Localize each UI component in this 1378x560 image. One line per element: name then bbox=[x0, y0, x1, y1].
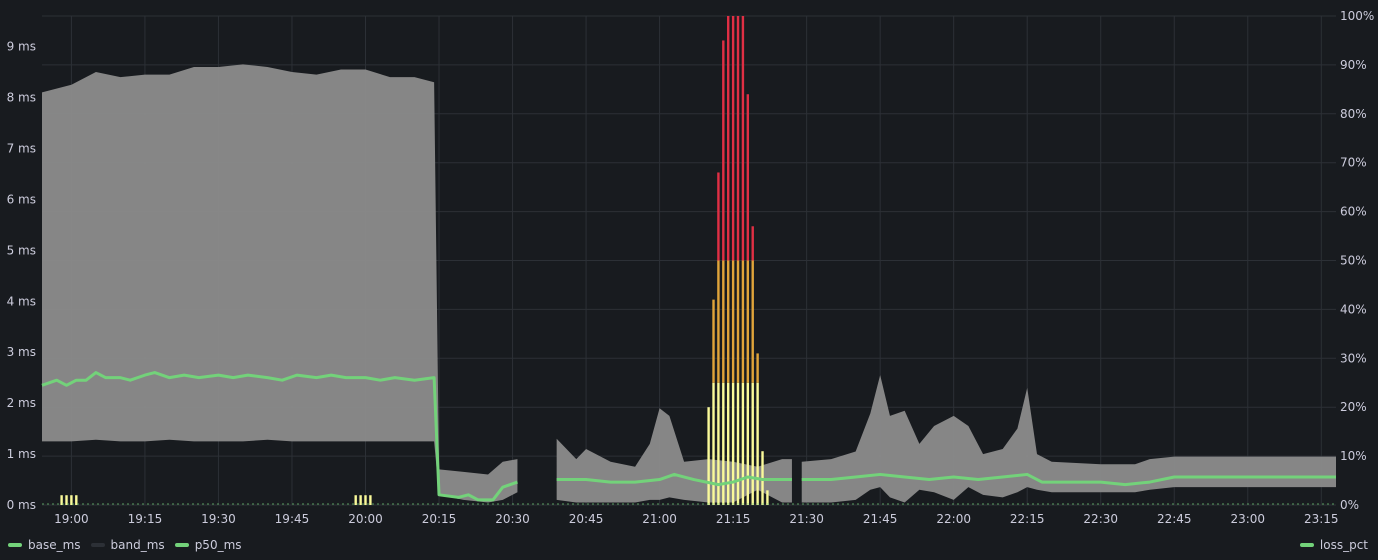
loss-bar bbox=[741, 260, 745, 383]
loss-bar bbox=[364, 495, 367, 505]
y-right-tick-label: 70% bbox=[1340, 156, 1367, 170]
band-area bbox=[801, 375, 1336, 503]
loss-bar bbox=[751, 226, 754, 261]
y-left-tick-label: 7 ms bbox=[7, 141, 36, 155]
legend-label-p50-ms: p50_ms bbox=[194, 538, 242, 552]
loss-bar bbox=[722, 40, 725, 261]
loss-bar bbox=[717, 382, 720, 505]
loss-bar bbox=[727, 16, 730, 261]
y-right-tick-label: 100% bbox=[1340, 9, 1374, 23]
y-right-tick-label: 90% bbox=[1340, 58, 1367, 72]
y-right-tick-label: 50% bbox=[1340, 254, 1367, 268]
latency-loss-chart: 19:00 19:15 19:30 19:45 20:00 20:15 20:30 20:45… bbox=[7, 9, 1375, 526]
legend-item-p50-ms[interactable]: p50_ms bbox=[174, 538, 242, 552]
y-left-tick-label: 5 ms bbox=[7, 243, 36, 257]
legend-item-band-ms[interactable]: band_ms bbox=[90, 538, 165, 552]
legend-right: loss_pct bbox=[1299, 536, 1368, 554]
loss-bar bbox=[751, 260, 754, 383]
legend-label-loss-pct: loss_pct bbox=[1319, 538, 1368, 552]
loss-bar bbox=[741, 382, 745, 505]
legend-swatch-band-ms bbox=[90, 543, 105, 547]
loss-bar bbox=[731, 260, 735, 383]
x-tick-label: 22:45 bbox=[1157, 512, 1192, 526]
loss-bar bbox=[722, 260, 725, 383]
legend-item-base-ms[interactable]: base_ms bbox=[8, 538, 81, 552]
x-tick-label: 23:15 bbox=[1304, 512, 1339, 526]
loss-bar bbox=[727, 382, 730, 505]
legend-label-base-ms: base_ms bbox=[28, 538, 81, 552]
y-left-tick-label: 2 ms bbox=[7, 396, 36, 410]
y-left-tick-label: 4 ms bbox=[7, 294, 36, 308]
p50-line bbox=[556, 472, 792, 487]
loss-bar bbox=[722, 382, 725, 505]
p50-line bbox=[41, 371, 518, 502]
x-tick-label: 19:30 bbox=[201, 512, 236, 526]
band-area bbox=[42, 64, 518, 503]
x-tick-label: 19:15 bbox=[128, 512, 163, 526]
y-left-tick-label: 3 ms bbox=[7, 345, 36, 359]
x-tick-label: 21:00 bbox=[642, 512, 677, 526]
loss-bar bbox=[736, 16, 740, 261]
y-left-tick-label: 8 ms bbox=[7, 91, 36, 105]
loss-bar bbox=[746, 94, 750, 261]
y-right-tick-label: 30% bbox=[1340, 351, 1367, 365]
y-right-tick-label: 20% bbox=[1340, 400, 1367, 414]
loss-bar bbox=[369, 495, 372, 505]
legend-item-loss-pct[interactable]: loss_pct bbox=[1299, 538, 1368, 552]
loss-bar bbox=[359, 495, 362, 505]
loss-bar bbox=[707, 407, 710, 505]
loss-bar bbox=[354, 495, 357, 505]
loss-bar bbox=[746, 382, 750, 505]
loss-bar bbox=[741, 16, 745, 261]
x-tick-label: 20:30 bbox=[495, 512, 530, 526]
loss-bar bbox=[60, 495, 63, 505]
loss-bar bbox=[766, 490, 769, 505]
loss-bar bbox=[717, 172, 720, 261]
x-tick-label: 21:30 bbox=[789, 512, 824, 526]
loss-bar bbox=[751, 382, 754, 505]
loss-bar bbox=[731, 16, 735, 261]
loss-bar bbox=[756, 353, 759, 383]
y-left-tick-label: 0 ms bbox=[7, 498, 36, 512]
y-right-tick-label: 80% bbox=[1340, 107, 1367, 121]
loss-bar bbox=[731, 382, 735, 505]
legend-swatch-loss-pct bbox=[1299, 543, 1314, 547]
x-tick-label: 21:15 bbox=[716, 512, 751, 526]
x-tick-label: 21:45 bbox=[863, 512, 898, 526]
x-tick-label: 22:30 bbox=[1083, 512, 1118, 526]
loss-bar bbox=[736, 382, 740, 505]
y-right-tick-label: 10% bbox=[1340, 449, 1367, 463]
x-tick-label: 20:15 bbox=[422, 512, 457, 526]
y-left-tick-label: 1 ms bbox=[7, 447, 36, 461]
x-tick-label: 19:00 bbox=[54, 512, 89, 526]
loss-bar bbox=[746, 260, 750, 383]
y-right-tick-label: 40% bbox=[1340, 302, 1367, 316]
loss-bar bbox=[712, 299, 715, 383]
x-tick-label: 20:45 bbox=[569, 512, 604, 526]
x-tick-label: 22:00 bbox=[936, 512, 971, 526]
x-tick-label: 20:00 bbox=[348, 512, 383, 526]
legend-left: base_ms band_ms p50_ms bbox=[8, 536, 242, 554]
legend-label-band-ms: band_ms bbox=[110, 538, 165, 552]
loss-bar bbox=[75, 495, 78, 505]
y-right-tick-label: 0% bbox=[1340, 498, 1359, 512]
loss-bar bbox=[717, 260, 720, 383]
x-tick-label: 23:00 bbox=[1230, 512, 1265, 526]
p50-line bbox=[801, 472, 1336, 487]
x-tick-label: 22:15 bbox=[1010, 512, 1045, 526]
loss-bar bbox=[712, 382, 715, 505]
legend-swatch-base-ms bbox=[8, 543, 22, 547]
y-right-tick-label: 60% bbox=[1340, 205, 1367, 219]
loss-bar bbox=[736, 260, 740, 383]
loss-bar bbox=[756, 382, 759, 505]
y-left-tick-label: 6 ms bbox=[7, 192, 36, 206]
loss-bar bbox=[727, 260, 730, 383]
loss-bar bbox=[65, 495, 68, 505]
y-left-tick-label: 9 ms bbox=[7, 40, 36, 54]
legend-swatch-p50-ms bbox=[174, 543, 189, 547]
loss-bar bbox=[70, 495, 73, 505]
x-tick-label: 19:45 bbox=[275, 512, 310, 526]
